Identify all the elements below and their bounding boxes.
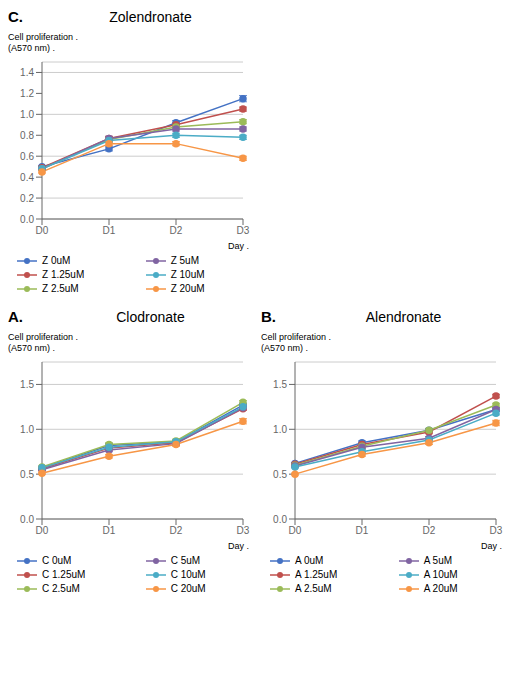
html-text:Z 2.5uM: Z 2.5uM xyxy=(42,283,79,294)
svg-text:0.8: 0.8 xyxy=(20,130,34,141)
svg-text:D0: D0 xyxy=(36,525,49,536)
html-text:A 10uM: A 10uM xyxy=(423,569,458,580)
svg-text:0.5: 0.5 xyxy=(20,469,34,480)
svg-text:D2: D2 xyxy=(170,225,183,236)
html-text:A 5uM: A 5uM xyxy=(423,555,452,566)
svg-text:D3: D3 xyxy=(237,225,250,236)
html-text:C 2.5uM: C 2.5uM xyxy=(42,583,80,594)
html-text:C 10uM: C 10uM xyxy=(170,569,206,580)
html-text:Alendronate: Alendronate xyxy=(365,309,442,325)
svg-text:D3: D3 xyxy=(490,525,503,536)
svg-text:D0: D0 xyxy=(289,525,302,536)
html-text:Day .: Day . xyxy=(481,541,502,551)
html-text:Cell proliferation .: Cell proliferation . xyxy=(261,332,331,342)
svg-text:0.2: 0.2 xyxy=(20,193,34,204)
html-text:C 1.25uM: C 1.25uM xyxy=(42,569,86,580)
html-text:Z 0uM: Z 0uM xyxy=(42,255,71,266)
svg-text:1.0: 1.0 xyxy=(20,109,34,120)
svg-text:D1: D1 xyxy=(356,525,369,536)
html-text:A 1.25uM: A 1.25uM xyxy=(295,569,338,580)
svg-text:D3: D3 xyxy=(237,525,250,536)
svg-text:0.6: 0.6 xyxy=(20,151,34,162)
svg-text:D2: D2 xyxy=(423,525,436,536)
svg-text:D2: D2 xyxy=(170,525,183,536)
html-text:Zolendronate: Zolendronate xyxy=(109,9,192,25)
html-text:Z 20uM: Z 20uM xyxy=(170,283,205,294)
html-text:(A570 nm) .: (A570 nm) . xyxy=(261,343,308,353)
svg-text:1.2: 1.2 xyxy=(20,88,34,99)
svg-text:1.5: 1.5 xyxy=(273,379,287,390)
svg-text:1.4: 1.4 xyxy=(20,67,34,78)
html-text:A.: A. xyxy=(8,308,23,325)
html-text:Clodronate: Clodronate xyxy=(116,309,185,325)
html-text:Day .: Day . xyxy=(228,541,249,551)
svg-text:0.0: 0.0 xyxy=(20,514,34,525)
html-text:Z 5uM: Z 5uM xyxy=(170,255,199,266)
svg-text:1.5: 1.5 xyxy=(20,379,34,390)
html-text:C 0uM: C 0uM xyxy=(42,555,72,566)
svg-text:0.5: 0.5 xyxy=(273,469,287,480)
svg-text:0.0: 0.0 xyxy=(273,514,287,525)
html-text:Cell proliferation .: Cell proliferation . xyxy=(8,332,78,342)
svg-text:D1: D1 xyxy=(103,525,116,536)
html-text:Z 1.25uM: Z 1.25uM xyxy=(42,269,85,280)
svg-text:D0: D0 xyxy=(36,225,49,236)
svg-text:1.0: 1.0 xyxy=(20,424,34,435)
html-text:C 5uM: C 5uM xyxy=(170,555,201,566)
svg-text:0.4: 0.4 xyxy=(20,172,34,183)
html-text:(A570 nm) .: (A570 nm) . xyxy=(8,43,55,53)
html-text:A 0uM: A 0uM xyxy=(295,555,324,566)
html-text:Z 10uM: Z 10uM xyxy=(170,269,205,280)
html-text:Cell proliferation .: Cell proliferation . xyxy=(8,32,78,42)
html-text:Day .: Day . xyxy=(228,241,249,251)
html-text:C 20uM: C 20uM xyxy=(170,583,206,594)
svg-text:D1: D1 xyxy=(103,225,116,236)
svg-text:1.0: 1.0 xyxy=(273,424,287,435)
html-text:A 20uM: A 20uM xyxy=(423,583,458,594)
html-text:A 2.5uM: A 2.5uM xyxy=(295,583,332,594)
html-text:C.: C. xyxy=(8,8,23,25)
html-text:(A570 nm) .: (A570 nm) . xyxy=(8,343,55,353)
svg-text:0.0: 0.0 xyxy=(20,214,34,225)
html-text:B.: B. xyxy=(261,308,276,325)
